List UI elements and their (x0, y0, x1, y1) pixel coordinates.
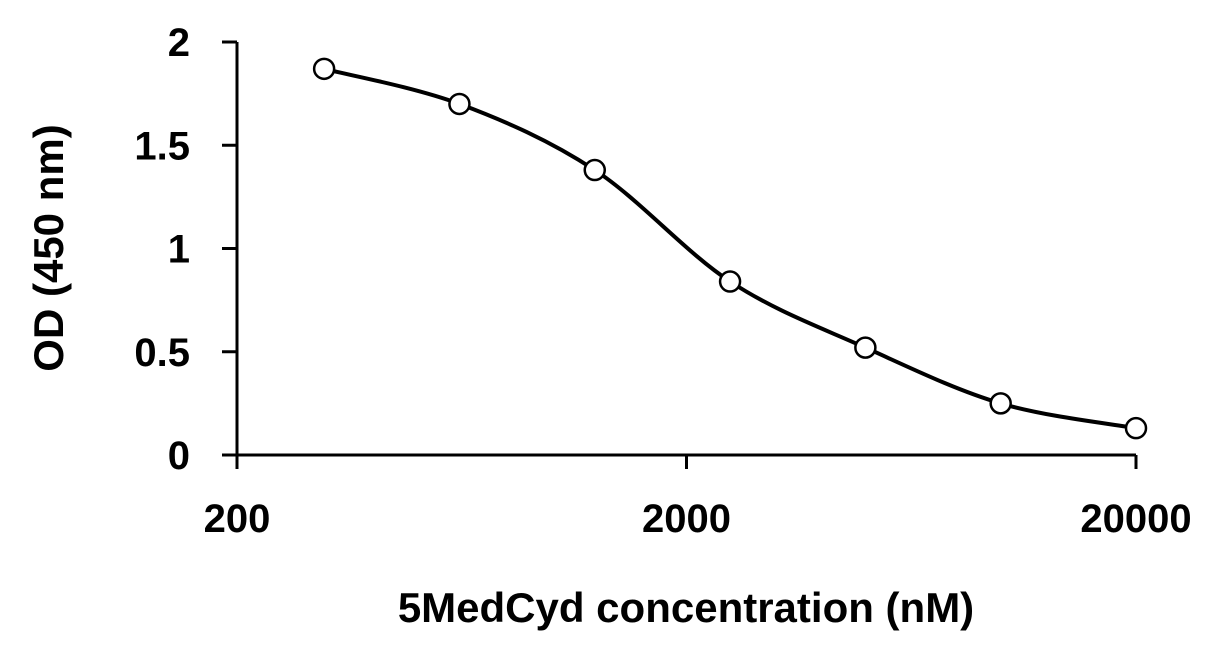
y-tick-label: 1.5 (134, 124, 190, 168)
x-ticks: 200 2000 20000 (204, 455, 1192, 541)
data-point (854, 336, 877, 359)
data-point (989, 392, 1012, 415)
x-tick-label: 200 (204, 497, 271, 541)
y-tick-label: 1 (168, 228, 190, 272)
y-axis-title: OD (450 nm) (25, 124, 72, 371)
data-point (1124, 416, 1148, 440)
data-point (312, 57, 336, 81)
x-axis: 200 2000 20000 (204, 453, 1192, 541)
y-ticks: 0 0.5 1 1.5 2 (134, 21, 237, 478)
data-point (583, 158, 606, 182)
x-tick-label: 20000 (1080, 497, 1191, 541)
y-axis: 0 0.5 1 1.5 2 (134, 21, 239, 478)
data-point (718, 270, 742, 293)
x-tick-label: 2000 (642, 497, 731, 541)
data-point (448, 92, 471, 116)
y-tick-label: 2 (168, 21, 190, 65)
series-curve (323, 66, 1137, 431)
y-tick-label: 0 (168, 434, 190, 478)
y-tick-label: 0.5 (134, 331, 190, 375)
x-axis-title: 5MedCyd concentration (nM) (398, 584, 974, 631)
data-points (312, 57, 1148, 440)
